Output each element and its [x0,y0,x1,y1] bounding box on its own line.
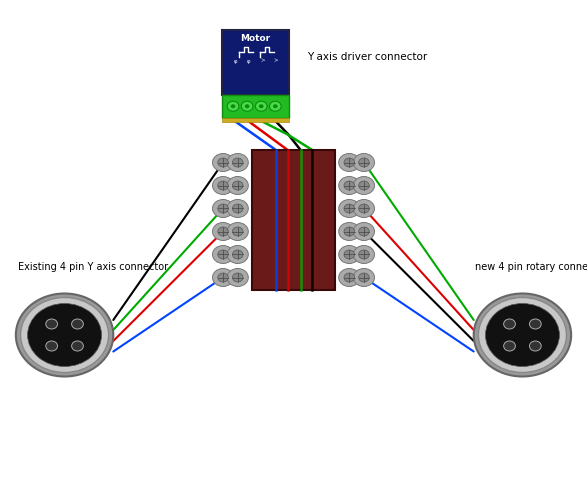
Circle shape [344,250,355,259]
Circle shape [212,246,234,264]
Circle shape [212,176,234,194]
Circle shape [232,204,243,213]
Circle shape [227,176,248,194]
Text: new 4 pin rotary connector: new 4 pin rotary connector [475,262,587,272]
Circle shape [255,101,267,112]
Circle shape [339,200,360,218]
Circle shape [485,304,559,366]
Circle shape [28,304,102,366]
Circle shape [353,154,375,172]
Circle shape [212,222,234,240]
Text: φ: φ [247,59,251,64]
Circle shape [359,250,369,259]
Circle shape [218,204,228,213]
Circle shape [218,273,228,282]
Circle shape [232,273,243,282]
Circle shape [339,154,360,172]
Circle shape [504,341,515,351]
Circle shape [212,268,234,286]
Circle shape [359,204,369,213]
Circle shape [212,200,234,218]
Circle shape [339,268,360,286]
Circle shape [72,319,83,329]
Circle shape [232,158,243,167]
Circle shape [46,319,58,329]
Circle shape [353,176,375,194]
Circle shape [218,227,228,236]
Circle shape [245,104,249,108]
Circle shape [227,154,248,172]
Circle shape [529,319,541,329]
Circle shape [259,104,264,108]
FancyBboxPatch shape [252,150,335,290]
Circle shape [273,104,278,108]
Circle shape [339,246,360,264]
Circle shape [529,341,541,351]
Circle shape [231,104,235,108]
Circle shape [344,158,355,167]
Circle shape [359,227,369,236]
Circle shape [16,294,113,376]
Circle shape [353,200,375,218]
Circle shape [353,268,375,286]
Circle shape [227,101,239,112]
Circle shape [344,227,355,236]
FancyBboxPatch shape [222,30,289,95]
Circle shape [227,222,248,240]
Circle shape [212,154,234,172]
Circle shape [218,158,228,167]
Text: Y axis driver connector: Y axis driver connector [306,52,427,62]
Circle shape [269,101,281,112]
Circle shape [353,222,375,240]
Circle shape [339,222,360,240]
Circle shape [72,341,83,351]
Text: Existing 4 pin Y axis connector: Existing 4 pin Y axis connector [18,262,168,272]
Circle shape [232,250,243,259]
Circle shape [218,181,228,190]
Circle shape [218,250,228,259]
FancyBboxPatch shape [222,118,289,122]
Circle shape [474,294,571,376]
Circle shape [344,273,355,282]
Circle shape [504,319,515,329]
Circle shape [359,273,369,282]
Text: φ: φ [234,59,237,64]
Circle shape [359,181,369,190]
Circle shape [353,246,375,264]
Circle shape [478,298,566,372]
Text: ≻: ≻ [274,59,278,64]
Circle shape [227,246,248,264]
Circle shape [21,298,109,372]
Text: ≻: ≻ [260,59,265,64]
Circle shape [344,204,355,213]
Circle shape [339,176,360,194]
Circle shape [227,200,248,218]
Circle shape [359,158,369,167]
Circle shape [241,101,253,112]
Circle shape [344,181,355,190]
Circle shape [46,341,58,351]
Text: Motor: Motor [240,34,271,43]
FancyBboxPatch shape [222,95,289,118]
Circle shape [232,227,243,236]
Circle shape [232,181,243,190]
Circle shape [227,268,248,286]
